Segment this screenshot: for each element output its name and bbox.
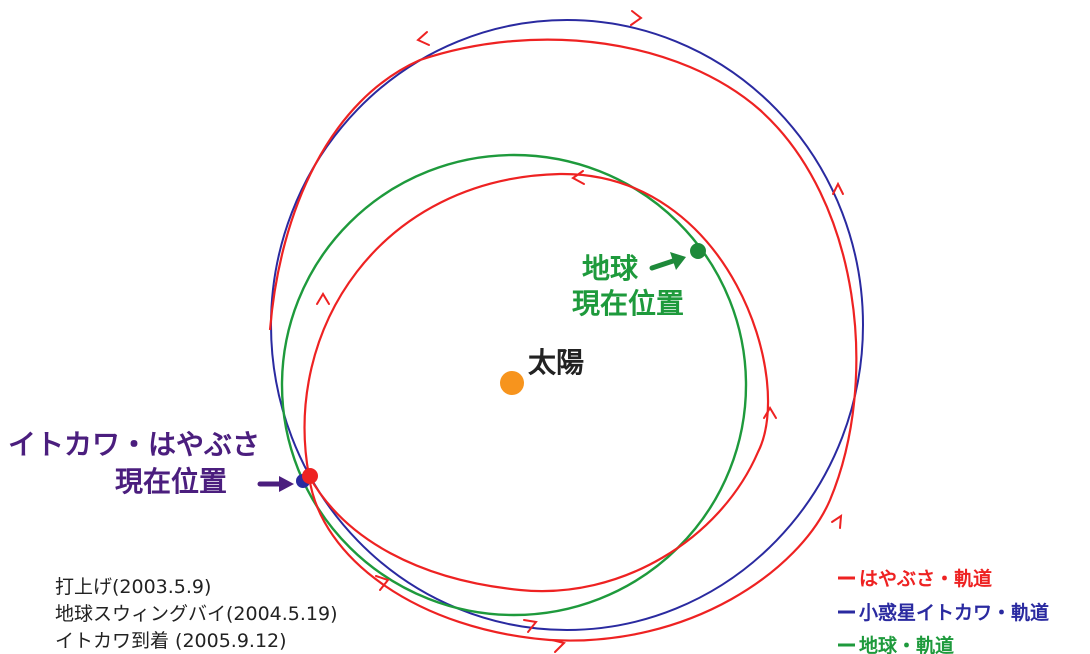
sun-label: 太陽 [528,346,584,379]
arrow-icon [316,292,330,305]
earth-label-line1: 地球 [582,252,639,285]
arrow-icon [832,181,844,195]
timeline-arrival: イトカワ到着 (2005.9.12) [55,630,287,652]
timeline-launch: 打上げ(2003.5.9) [55,576,211,598]
timeline: 打上げ(2003.5.9) 地球スウィングバイ(2004.5.19) イトカワ到… [55,576,338,652]
hayabusa-trajectory [303,172,770,593]
itokawa-pointer-arrow-icon [257,476,294,492]
earth-label-line2: 現在位置 [572,287,684,320]
direction-arrows [316,10,844,653]
legend-earth-label: 地球・軌道 [859,634,954,654]
arrow-icon [375,575,390,591]
earth-orbit [280,153,748,617]
arrow-icon [551,639,566,653]
hayabusa-position-dot [302,468,318,484]
earth-pointer-arrow-icon [649,252,686,271]
arrow-icon [630,10,643,26]
arrow-icon [763,406,777,419]
itokawa-label-line2: 現在位置 [115,465,227,498]
itokawa-label-line1: イトカワ・はやぶさ [8,428,260,461]
itokawa-orbit [270,19,864,631]
earth-position-dot [690,243,706,259]
legend-itokawa-label: 小惑星イトカワ・軌道 [859,601,1049,624]
arrow-icon [523,619,538,633]
legend-hayabusa-label: はやぶさ・軌道 [859,567,992,590]
arrow-icon [416,31,430,46]
timeline-swingby: 地球スウィングバイ(2004.5.19) [55,603,338,625]
hayabusa-outer-arc [268,38,858,642]
sun-dot [500,371,524,395]
legend: はやぶさ・軌道 小惑星イトカワ・軌道 地球・軌道 [838,567,1049,654]
arrow-icon [571,170,585,185]
arrow-icon [831,514,843,529]
